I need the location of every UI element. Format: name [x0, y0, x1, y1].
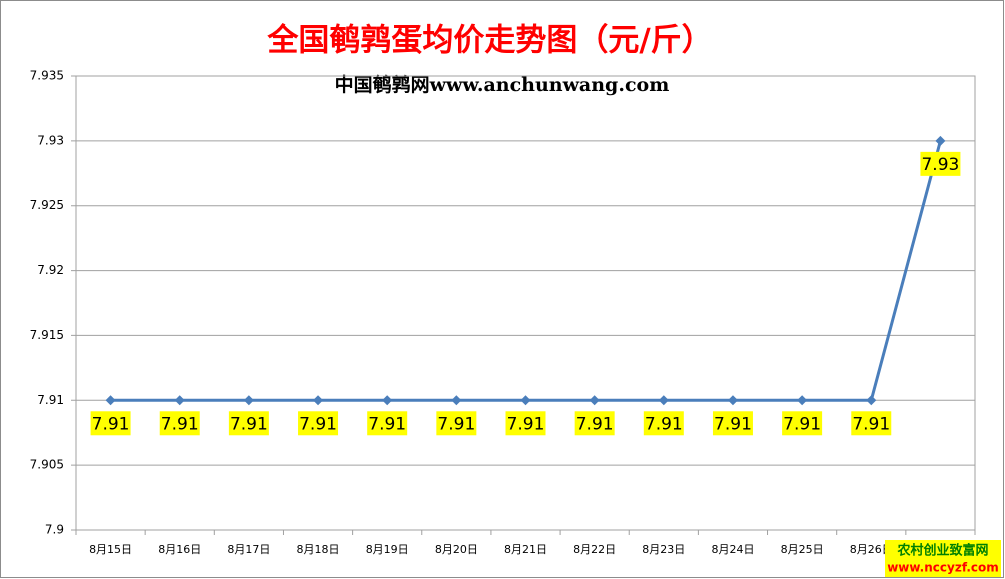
data-label-bg	[228, 411, 269, 436]
x-tick-label: 8月15日	[89, 543, 132, 556]
watermark-box	[885, 540, 1001, 577]
data-label: 7.91	[576, 414, 614, 434]
watermark-name: 农村创业致富网	[896, 543, 988, 559]
x-tick-label: 8月22日	[573, 543, 616, 556]
y-tick-label: 7.91	[37, 393, 64, 407]
x-tick-label: 8月17日	[227, 543, 270, 556]
marker	[105, 395, 116, 406]
data-label: 7.91	[368, 414, 406, 434]
data-label-bg	[782, 411, 823, 436]
data-label: 7.91	[783, 414, 821, 434]
data-label: 7.93	[921, 155, 959, 175]
data-label: 7.91	[299, 414, 337, 434]
marker	[174, 395, 185, 406]
x-tick-label: 8月21日	[504, 543, 547, 556]
marker	[658, 395, 669, 406]
x-tick-label: 8月19日	[366, 543, 409, 556]
data-label: 7.91	[92, 414, 130, 434]
chart-subtitle: 中国鹌鹑网www.anchunwang.com	[335, 73, 670, 96]
y-tick-label: 7.905	[30, 458, 64, 472]
data-label-bg	[90, 411, 131, 436]
data-label: 7.91	[645, 414, 683, 434]
data-label-bg	[851, 411, 892, 436]
data-label-bg	[643, 411, 684, 436]
x-tick-label: 8月25日	[781, 543, 824, 556]
marker	[313, 395, 324, 406]
data-label: 7.91	[437, 414, 475, 434]
marker	[451, 395, 462, 406]
marker	[797, 395, 808, 406]
y-tick-label: 7.92	[37, 263, 64, 277]
x-tick-label: 8月26日	[850, 543, 893, 556]
y-tick-label: 7.935	[30, 69, 64, 83]
marker	[520, 395, 531, 406]
watermark: 农村创业致富网 www.nccyzf.com	[885, 540, 1001, 577]
watermark-url: www.nccyzf.com	[887, 561, 999, 575]
data-label: 7.91	[230, 414, 268, 434]
data-label: 7.91	[161, 414, 199, 434]
data-label-bg	[712, 411, 753, 436]
data-label-bg	[436, 411, 477, 436]
marker	[243, 395, 254, 406]
marker	[727, 395, 738, 406]
data-label-bg	[367, 411, 408, 436]
data-label: 7.91	[714, 414, 752, 434]
y-tick-label: 7.925	[30, 198, 64, 212]
data-label-bg	[159, 411, 200, 436]
data-label-bg	[505, 411, 546, 436]
x-tick-label: 8月16日	[158, 543, 201, 556]
y-tick-label: 7.93	[37, 133, 64, 147]
marker	[935, 135, 946, 146]
y-tick-label: 7.915	[30, 328, 64, 342]
x-tick-label: 8月23日	[642, 543, 685, 556]
chart-title: 全国鹌鹑蛋均价走势图（元/斤）	[266, 23, 712, 59]
x-tick-label: 8月20日	[435, 543, 478, 556]
data-label-bg	[920, 151, 961, 176]
data-label-bg	[574, 411, 615, 436]
data-label-bg	[298, 411, 339, 436]
marker	[866, 395, 877, 406]
y-tick-label: 7.9	[45, 523, 64, 537]
x-tick-label: 8月18日	[297, 543, 340, 556]
x-tick-label: 8月24日	[711, 543, 754, 556]
marker	[382, 395, 393, 406]
marker	[589, 395, 600, 406]
data-label: 7.91	[852, 414, 890, 434]
data-label: 7.91	[507, 414, 545, 434]
